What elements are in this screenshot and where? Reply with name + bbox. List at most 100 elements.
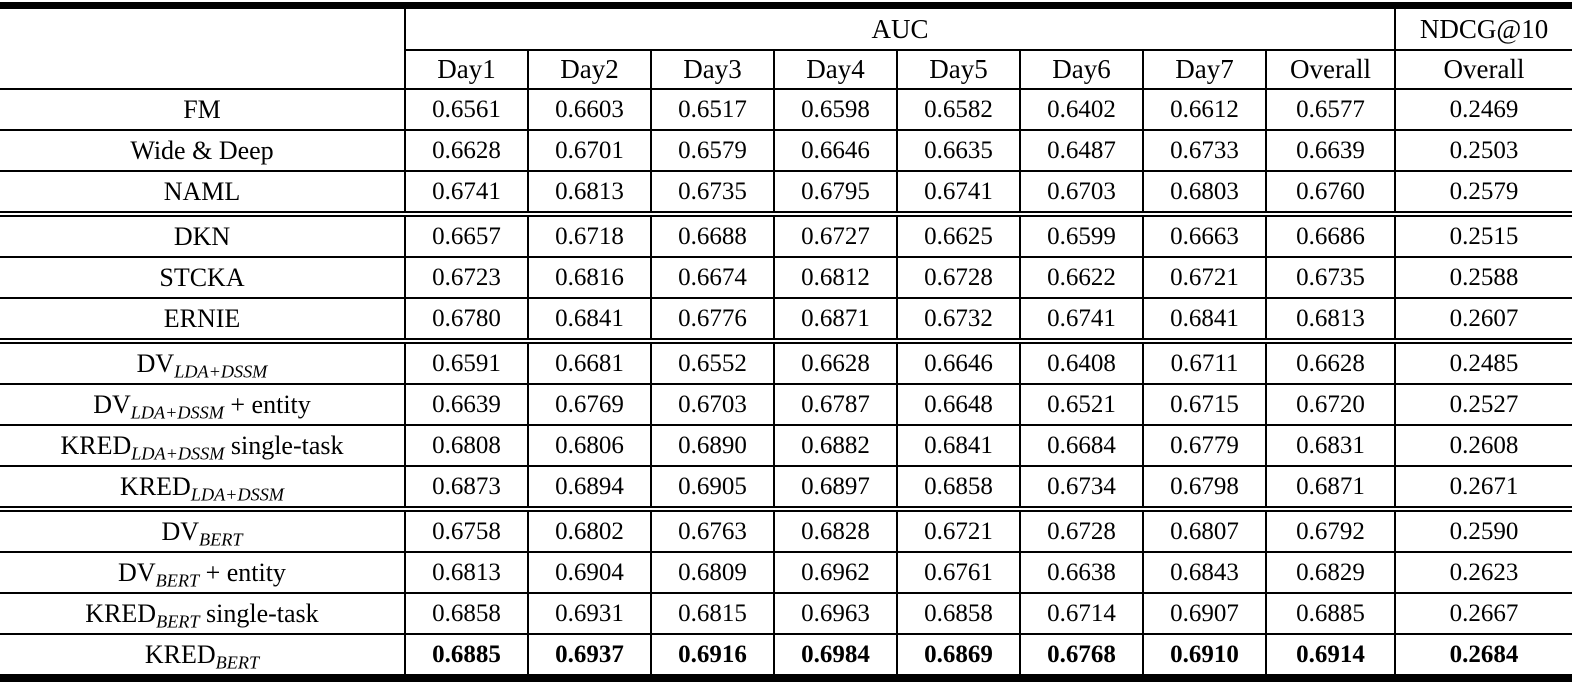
auc-value-cell: 0.6841 [896,424,1020,466]
auc-value-cell: 0.6561 [404,89,528,130]
auc-value-cell: 0.6688 [650,211,774,257]
auc-value-cell: 0.6703 [1019,170,1143,214]
row-label: KREDBERT single-task [0,592,405,634]
auc-value-cell: 0.6591 [404,338,528,384]
auc-value-cell: 0.6734 [1019,465,1143,509]
ndcg-value-cell: 0.2623 [1394,551,1572,593]
row-label: FM [183,94,221,124]
auc-value-cell: 0.6869 [896,633,1020,678]
auc-value-cell: 0.6758 [404,506,528,552]
ndcg-value-cell: 0.2608 [1394,424,1572,466]
auc-value-cell: 0.6735 [1264,256,1396,298]
row-label: NAML [0,170,405,214]
auc-value-cell: 0.6806 [527,424,651,466]
auc-value-cell: 0.6718 [527,211,651,257]
auc-value-cell: 0.6871 [773,297,897,341]
auc-value-cell: 0.6723 [404,256,528,298]
auc-value-cell: 0.6714 [1019,592,1143,634]
row-label: DKN [0,211,405,257]
auc-value-cell: 0.6813 [404,551,528,593]
col-header-auc-overall: Overall [1264,50,1396,90]
auc-value-cell: 0.6808 [404,424,528,466]
auc-value-cell: 0.6703 [650,383,774,425]
table-row: KREDBERT single-task 0.6858 0.6931 0.6815 0.… [0,592,1572,634]
table-row: DVBERT + entity 0.6813 0.6904 0.6809 0.6962 0… [0,551,1572,593]
table-row: DKN 0.6657 0.6718 0.6688 0.6727 0.6625 0.6599 0… [0,211,1572,257]
row-label: KREDLDA+DSSM [0,465,405,509]
auc-value-cell: 0.6873 [404,465,528,509]
auc-value-cell: 0.6577 [1264,89,1396,130]
table-row: STCKA 0.6723 0.6816 0.6674 0.6812 0.6728 0.662… [0,256,1572,298]
row-label-subscript: LDA+DSSM [174,360,268,381]
auc-value-cell: 0.6603 [527,89,651,130]
auc-value-cell: 0.6984 [773,633,897,678]
auc-value-cell: 0.6521 [1019,383,1143,425]
ndcg-value-cell: 0.2588 [1394,256,1572,298]
auc-value-cell: 0.6882 [773,424,897,466]
table-row: KREDLDA+DSSM 0.6873 0.6894 0.6905 0.6897 0.68… [0,465,1572,509]
auc-value-cell: 0.6487 [1019,129,1143,171]
col-header-day7: Day7 [1142,50,1266,90]
auc-value-cell: 0.6907 [1142,592,1266,634]
table-row: FM 0.6561 0.6603 0.6517 0.6598 0.6582 0.6402 0.… [0,89,1572,130]
auc-value-cell: 0.6599 [1019,211,1143,257]
auc-value-cell: 0.6761 [896,551,1020,593]
auc-value-cell: 0.6684 [1019,424,1143,466]
auc-value-cell: 0.6798 [1142,465,1266,509]
auc-value-cell: 0.6937 [527,633,651,678]
auc-value-cell: 0.6858 [404,592,528,634]
auc-value-cell: 0.6914 [1264,633,1396,678]
auc-value-cell: 0.6721 [896,506,1020,552]
row-label-subscript: BERT [215,651,260,672]
auc-value-cell: 0.6735 [650,170,774,214]
auc-value-cell: 0.6625 [896,211,1020,257]
auc-value-cell: 0.6638 [1019,551,1143,593]
auc-value-cell: 0.6828 [773,506,897,552]
table-row: Wide & Deep 0.6628 0.6701 0.6579 0.6646 0.663… [0,129,1572,171]
auc-value-cell: 0.6831 [1264,424,1396,466]
row-label: Wide & Deep [0,129,405,171]
auc-value-cell: 0.6815 [650,592,774,634]
col-header-ndcg-overall: Overall [1394,50,1572,90]
auc-value-cell: 0.6681 [527,338,651,384]
table-row: DVBERT 0.6758 0.6802 0.6763 0.6828 0.6721 0.67… [0,506,1572,552]
ndcg-value-cell: 0.2667 [1394,592,1572,634]
auc-value-cell: 0.6780 [404,297,528,341]
auc-value-cell: 0.6598 [773,89,897,130]
row-label: DVLDA+DSSM + entity [0,383,405,425]
ndcg-value-cell: 0.2469 [1394,89,1572,130]
col-header-day5: Day5 [896,50,1020,90]
auc-value-cell: 0.6843 [1142,551,1266,593]
ndcg-value-cell: 0.2671 [1394,465,1572,509]
auc-value-cell: 0.6628 [404,129,528,171]
auc-value-cell: 0.6579 [650,129,774,171]
auc-value-cell: 0.6648 [896,383,1020,425]
auc-value-cell: 0.6897 [773,465,897,509]
auc-value-cell: 0.6769 [527,383,651,425]
row-label-subscript: LDA+DSSM [130,401,224,422]
ndcg-value-cell: 0.2527 [1394,383,1572,425]
auc-value-cell: 0.6885 [1264,592,1396,634]
auc-value-cell: 0.6858 [896,465,1020,509]
col-header-day3: Day3 [650,50,774,90]
ndcg-value-cell: 0.2485 [1394,338,1572,384]
row-label: DVBERT [0,506,405,552]
auc-value-cell: 0.6812 [773,256,897,298]
row-label-subscript: BERT [156,610,200,631]
auc-value-cell: 0.6787 [773,383,897,425]
row-label: STCKA [0,256,405,298]
table-row: ERNIE 0.6780 0.6841 0.6776 0.6871 0.6732 0.674… [0,297,1572,341]
col-header-day6: Day6 [1019,50,1143,90]
auc-value-cell: 0.6841 [1142,297,1266,341]
auc-value-cell: 0.6517 [650,89,774,130]
auc-value-cell: 0.6657 [404,211,528,257]
auc-value-cell: 0.6552 [650,338,774,384]
auc-value-cell: 0.6732 [896,297,1020,341]
group-header-row: AUC NDCG@10 [0,5,1572,90]
table-row: KREDLDA+DSSM single-task 0.6808 0.6806 0.68… [0,424,1572,466]
row-label-subscript: LDA+DSSM [190,483,284,504]
auc-value-cell: 0.6841 [527,297,651,341]
auc-value-cell: 0.6628 [773,338,897,384]
auc-value-cell: 0.6646 [773,129,897,171]
auc-value-cell: 0.6905 [650,465,774,509]
